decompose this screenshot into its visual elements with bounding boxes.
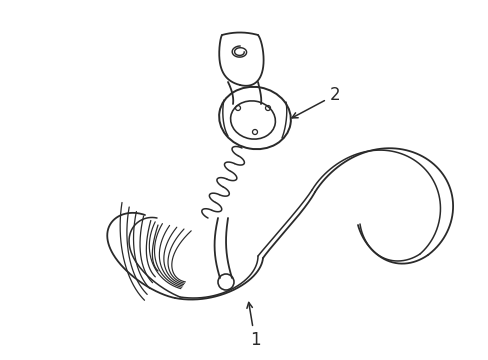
Text: 2: 2 — [291, 86, 340, 118]
Text: 1: 1 — [246, 302, 260, 349]
